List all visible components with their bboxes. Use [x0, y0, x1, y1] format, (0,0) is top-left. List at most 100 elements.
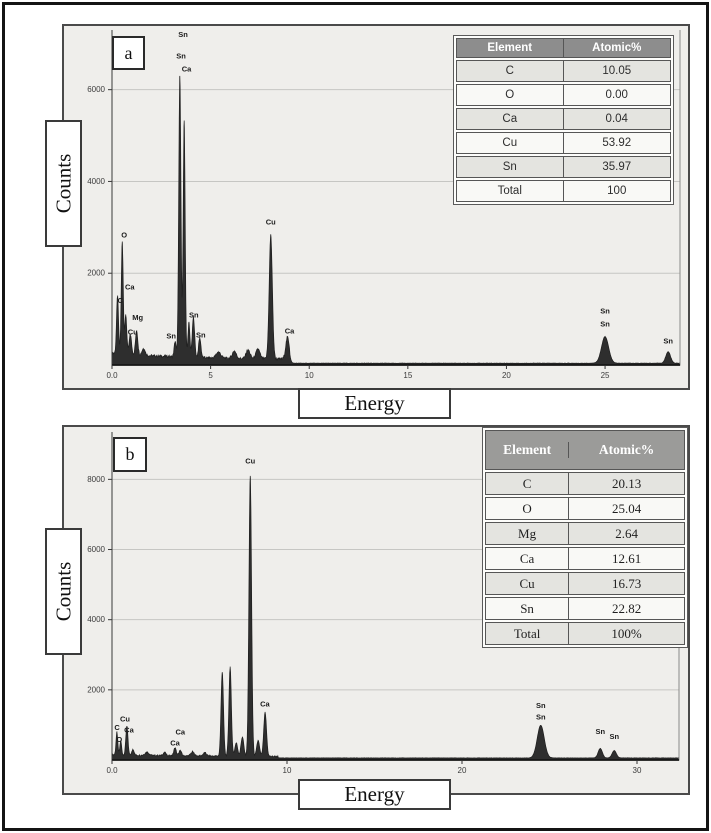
- svg-text:Ca: Ca: [285, 326, 295, 335]
- svg-text:Sn: Sn: [178, 30, 188, 39]
- svg-text:Sn: Sn: [189, 311, 199, 320]
- svg-text:Ca: Ca: [182, 64, 192, 73]
- table-header-cell: Element: [486, 442, 570, 458]
- energy-label-a: Energy: [344, 391, 405, 415]
- svg-text:Sn: Sn: [609, 732, 619, 741]
- table-cell: Total: [486, 623, 570, 644]
- table-cell: 12.61: [611, 550, 642, 566]
- svg-text:Sn: Sn: [176, 51, 186, 60]
- table-row: C 20.13: [485, 472, 685, 495]
- svg-text:Sn: Sn: [166, 331, 176, 340]
- svg-text:10: 10: [305, 371, 314, 380]
- svg-text:0.0: 0.0: [106, 371, 118, 380]
- table-header-row: Element Atomic%: [456, 38, 671, 58]
- table-cell: Sn: [457, 157, 564, 177]
- table-header-cell: Element: [457, 39, 564, 57]
- svg-text:Sn: Sn: [536, 713, 546, 722]
- panel-letter-a-text: a: [124, 42, 133, 63]
- svg-text:15: 15: [403, 371, 412, 380]
- table-cell: 0.04: [605, 113, 628, 125]
- svg-text:5: 5: [208, 371, 213, 380]
- table-cell: Ca: [486, 548, 570, 569]
- svg-text:6000: 6000: [87, 85, 105, 94]
- svg-text:O: O: [121, 230, 127, 239]
- svg-text:C: C: [118, 296, 124, 305]
- table-cell: 25.04: [611, 500, 642, 516]
- table-cell: 16.73: [611, 575, 642, 591]
- counts-label-a: Counts: [51, 153, 76, 214]
- table-cell: 35.97: [602, 161, 632, 173]
- atomic-percent-table-b: Element Atomic% C 20.13 O 25.04 Mg 2.64 Ca 12.61 C…: [482, 427, 688, 648]
- panel-letter-b-text: b: [125, 444, 135, 464]
- table-cell: Cu: [486, 573, 570, 594]
- svg-text:8000: 8000: [87, 475, 105, 484]
- table-cell: 100: [607, 185, 627, 197]
- table-cell: 53.92: [602, 137, 632, 149]
- y-axis-label-box-a: Counts: [45, 120, 82, 247]
- table-row: Sn 35.97: [456, 156, 671, 178]
- table-cell: 22.82: [611, 600, 642, 616]
- table-cell: 10.05: [602, 65, 632, 77]
- svg-text:10: 10: [283, 766, 292, 775]
- svg-text:Mg: Mg: [132, 313, 143, 322]
- counts-label-b: Counts: [51, 561, 76, 622]
- table-cell: Cu: [457, 133, 564, 153]
- table-header-cell: Atomic%: [598, 442, 655, 457]
- energy-label-b: Energy: [344, 782, 405, 806]
- svg-text:Sn: Sn: [663, 336, 673, 345]
- table-cell: Total: [457, 181, 564, 201]
- table-row: O 25.04: [485, 497, 685, 520]
- svg-text:4000: 4000: [87, 615, 105, 624]
- svg-text:Cu: Cu: [120, 714, 130, 723]
- table-cell: 100%: [611, 625, 642, 641]
- table-header-cell: Atomic%: [592, 42, 642, 54]
- atomic-percent-table-a: Element Atomic% C 10.05 O 0.00 Ca 0.04 Cu 53.92 Sn…: [453, 35, 674, 205]
- table-row: Cu 16.73: [485, 572, 685, 595]
- svg-text:Sn: Sn: [600, 307, 610, 316]
- svg-text:2000: 2000: [87, 269, 105, 278]
- table-row: Ca 0.04: [456, 108, 671, 130]
- svg-text:C: C: [114, 723, 120, 732]
- y-axis-label-box-b: Counts: [45, 528, 82, 655]
- svg-text:6000: 6000: [87, 545, 105, 554]
- svg-text:Sn: Sn: [595, 727, 605, 736]
- table-cell: C: [486, 473, 570, 494]
- table-row: O 0.00: [456, 84, 671, 106]
- svg-text:Ca: Ca: [125, 283, 135, 292]
- svg-text:4000: 4000: [87, 177, 105, 186]
- svg-text:20: 20: [502, 371, 511, 380]
- svg-text:O: O: [116, 735, 122, 744]
- table-cell: Sn: [486, 598, 570, 619]
- table-row: Total 100: [456, 180, 671, 202]
- svg-text:25: 25: [601, 371, 610, 380]
- table-row: Total 100%: [485, 622, 685, 645]
- svg-text:2000: 2000: [87, 685, 105, 694]
- x-axis-label-box-b: Energy: [298, 779, 451, 810]
- svg-text:Ca: Ca: [175, 728, 185, 737]
- table-cell: O: [486, 498, 570, 519]
- svg-text:Cu: Cu: [128, 328, 138, 337]
- panel-letter-a: a: [112, 36, 145, 70]
- table-row: Ca 12.61: [485, 547, 685, 570]
- svg-text:Sn: Sn: [600, 319, 610, 328]
- table-row: Sn 22.82: [485, 597, 685, 620]
- table-cell: C: [457, 61, 564, 81]
- svg-text:Cu: Cu: [245, 457, 255, 466]
- table-cell: 2.64: [615, 525, 638, 541]
- svg-text:0.0: 0.0: [106, 766, 118, 775]
- svg-text:Ca: Ca: [170, 738, 180, 747]
- svg-text:Ca: Ca: [260, 700, 270, 709]
- table-cell: 0.00: [605, 89, 628, 101]
- table-row: Cu 53.92: [456, 132, 671, 154]
- svg-text:30: 30: [633, 766, 642, 775]
- table-cell: O: [457, 85, 564, 105]
- table-cell: 20.13: [611, 475, 642, 491]
- table-row: C 10.05: [456, 60, 671, 82]
- svg-text:20: 20: [458, 766, 467, 775]
- svg-text:Ca: Ca: [124, 726, 134, 735]
- svg-text:Sn: Sn: [196, 330, 206, 339]
- table-row: Mg 2.64: [485, 522, 685, 545]
- svg-text:Cu: Cu: [266, 218, 276, 227]
- panel-letter-b: b: [113, 437, 147, 472]
